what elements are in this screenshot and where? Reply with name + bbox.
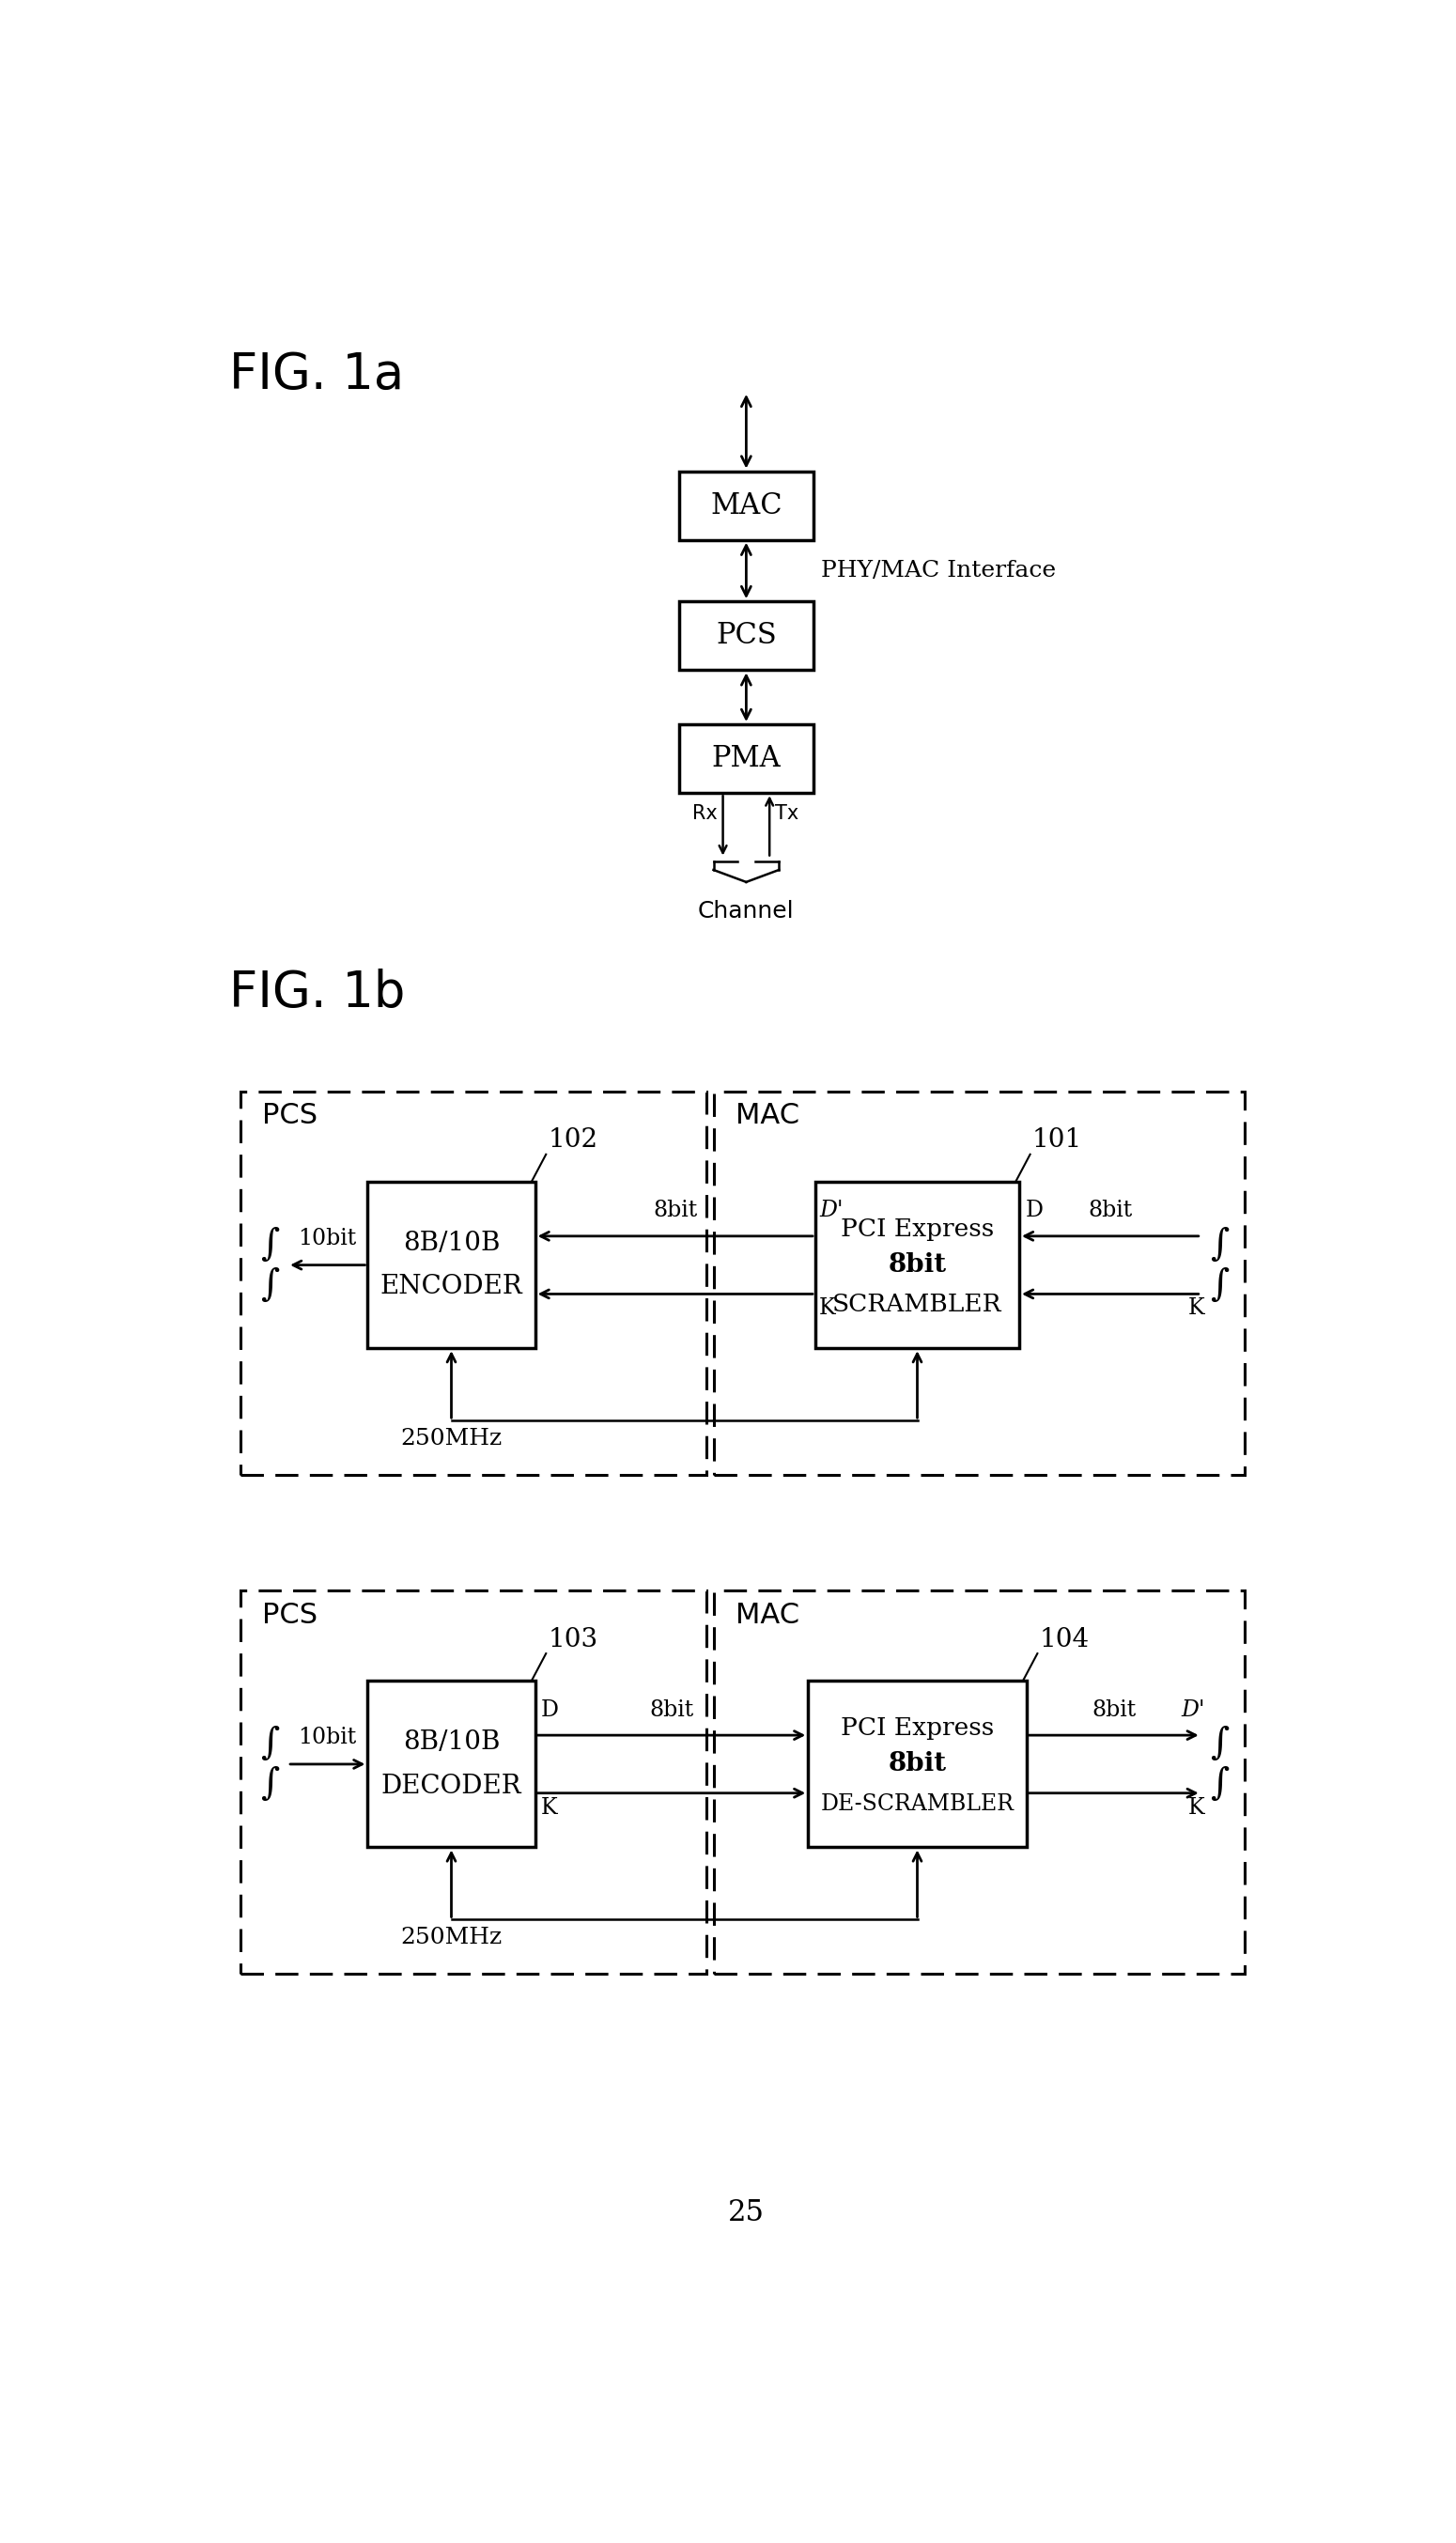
Text: ∫
∫: ∫ ∫: [1210, 1228, 1229, 1302]
Text: PCI Express: PCI Express: [840, 1717, 994, 1739]
Text: 8B/10B: 8B/10B: [403, 1231, 499, 1256]
Bar: [808, 1681, 1026, 1846]
Bar: [367, 1182, 536, 1348]
Text: SCRAMBLER: SCRAMBLER: [833, 1292, 1002, 1317]
Text: 8bit: 8bit: [888, 1251, 946, 1277]
Text: DECODER: DECODER: [381, 1772, 521, 1798]
Text: 250MHz: 250MHz: [400, 1427, 502, 1450]
Text: ENCODER: ENCODER: [380, 1274, 523, 1299]
Bar: [678, 725, 814, 793]
Text: PHY/MAC Interface: PHY/MAC Interface: [821, 559, 1056, 582]
Text: D: D: [1025, 1200, 1042, 1221]
Text: 10bit: 10bit: [298, 1228, 357, 1249]
Text: 102: 102: [547, 1127, 598, 1152]
Text: K: K: [542, 1798, 558, 1818]
Text: K: K: [818, 1297, 836, 1320]
Text: K: K: [1188, 1798, 1206, 1818]
Text: PCI Express: PCI Express: [840, 1218, 994, 1241]
Text: 103: 103: [547, 1628, 598, 1653]
Text: FIG. 1b: FIG. 1b: [230, 969, 405, 1017]
Text: 25: 25: [728, 2197, 764, 2228]
Bar: [240, 1091, 706, 1475]
Text: 8bit: 8bit: [1092, 1699, 1136, 1722]
Text: MAC: MAC: [711, 491, 782, 521]
Bar: [367, 1681, 536, 1846]
Text: DE-SCRAMBLER: DE-SCRAMBLER: [821, 1793, 1013, 1816]
Text: MAC: MAC: [735, 1101, 799, 1129]
Text: PCS: PCS: [262, 1101, 317, 1129]
Text: 250MHz: 250MHz: [400, 1928, 502, 1948]
Text: FIG. 1a: FIG. 1a: [230, 351, 405, 399]
Text: D': D': [818, 1200, 843, 1221]
Text: 8bit: 8bit: [654, 1200, 697, 1221]
Text: 8B/10B: 8B/10B: [403, 1729, 499, 1755]
Text: 101: 101: [1032, 1127, 1082, 1152]
Bar: [678, 470, 814, 539]
Text: ∫
∫: ∫ ∫: [1210, 1727, 1229, 1800]
Text: ∫
∫: ∫ ∫: [259, 1727, 280, 1800]
Text: PCS: PCS: [262, 1602, 317, 1628]
Bar: [713, 1589, 1245, 1973]
Text: D': D': [1181, 1699, 1206, 1722]
Text: 8bit: 8bit: [649, 1699, 693, 1722]
Text: 10bit: 10bit: [298, 1727, 357, 1747]
Text: 8bit: 8bit: [1088, 1200, 1133, 1221]
Text: Rx: Rx: [692, 804, 716, 824]
Text: Tx: Tx: [775, 804, 799, 824]
Text: 8bit: 8bit: [888, 1752, 946, 1778]
Bar: [678, 600, 814, 671]
Text: PMA: PMA: [712, 745, 780, 773]
Bar: [240, 1589, 706, 1973]
Text: Channel: Channel: [697, 900, 795, 923]
Text: ∫
∫: ∫ ∫: [259, 1228, 280, 1302]
Bar: [815, 1182, 1019, 1348]
Text: D: D: [542, 1699, 559, 1722]
Text: MAC: MAC: [735, 1602, 799, 1628]
Text: 104: 104: [1040, 1628, 1089, 1653]
Bar: [713, 1091, 1245, 1475]
Text: K: K: [1188, 1297, 1206, 1320]
Text: PCS: PCS: [716, 620, 776, 651]
